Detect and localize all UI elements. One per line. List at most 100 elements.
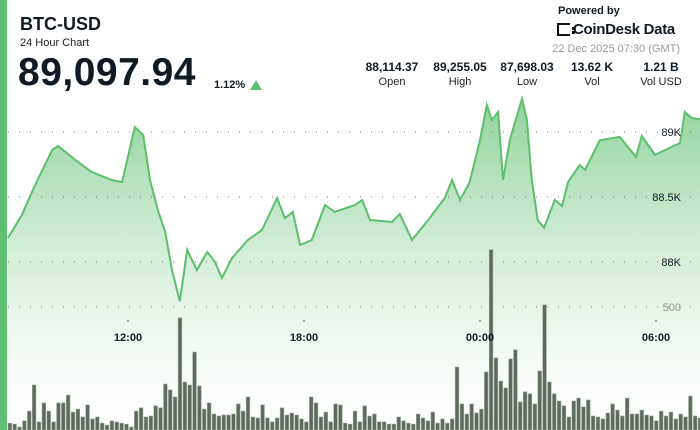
volume-bar	[221, 414, 226, 430]
volume-bar	[644, 414, 649, 430]
volume-bar	[503, 387, 508, 430]
volume-bar	[207, 402, 212, 430]
volume-bar	[226, 414, 231, 430]
volume-bar	[382, 421, 387, 430]
volume-bar	[119, 422, 124, 430]
volume-bar	[309, 396, 314, 430]
volume-bar	[484, 371, 489, 430]
volume-bar	[683, 416, 688, 430]
volume-bar	[158, 407, 163, 430]
volume-bar	[595, 416, 601, 430]
volume-bar	[347, 423, 353, 430]
volume-bar	[236, 403, 241, 430]
volume-bar	[95, 416, 100, 430]
volume-tick-label: 500	[663, 302, 681, 314]
stat-vol: 13.62 K Vol	[560, 60, 624, 88]
volume-bar	[187, 384, 192, 430]
volume-bar	[386, 423, 392, 430]
volume-bar	[129, 426, 134, 430]
x-tick-label: 18:00	[290, 332, 318, 344]
price-tick-label: 88K	[661, 257, 681, 269]
volume-bar	[498, 380, 503, 430]
volume-bar	[513, 349, 518, 430]
volume-bar	[557, 400, 562, 430]
volume-bar	[693, 415, 698, 430]
volume-bar	[197, 385, 202, 430]
stat-vol-usd: 1.21 B Vol USD	[629, 60, 693, 88]
volume-bar	[532, 403, 537, 430]
volume-bar	[265, 417, 270, 430]
price-change: 1.12%	[214, 79, 246, 91]
volume-bar	[333, 403, 338, 430]
volume-bar	[377, 421, 382, 430]
volume-bar	[620, 415, 625, 430]
coindesk-logo-icon	[557, 23, 575, 36]
volume-bar	[250, 416, 256, 430]
volume-bar	[634, 413, 640, 430]
volume-bar	[649, 415, 654, 430]
volume-bar	[41, 402, 46, 430]
volume-bar	[488, 249, 494, 430]
stat-label: Open	[378, 76, 406, 88]
volume-bar	[566, 416, 571, 430]
volume-bar	[639, 409, 644, 430]
volume-bar	[508, 358, 513, 430]
volume-bar	[36, 421, 42, 430]
stat-value: 88,114.37	[365, 60, 419, 74]
volume-bar	[372, 413, 377, 430]
volume-bar	[629, 413, 635, 430]
volume-bar	[17, 426, 22, 430]
volume-bar	[610, 403, 615, 430]
volume-bar	[396, 416, 401, 430]
volume-bar	[571, 400, 576, 430]
x-tick-label: 00:00	[466, 332, 494, 344]
volume-bar	[406, 422, 411, 430]
x-tick-label: 06:00	[642, 332, 670, 344]
volume-bar	[352, 410, 358, 430]
price-line	[7, 94, 700, 302]
volume-bar	[688, 395, 693, 430]
volume-bar	[474, 412, 479, 430]
volume-bar	[673, 418, 678, 430]
volume-bar	[527, 393, 533, 430]
volume-bar	[411, 423, 416, 430]
volume-bar	[192, 351, 197, 430]
volume-bar	[313, 402, 319, 430]
volume-bar	[56, 402, 61, 430]
volume-bar	[134, 410, 139, 430]
stat-value: 89,255.05	[433, 60, 487, 74]
volume-bar	[459, 403, 465, 430]
stat-value: 13.62 K	[570, 60, 614, 74]
volume-bar	[552, 393, 557, 430]
stat-label: Vol	[584, 76, 600, 88]
volume-bar	[425, 420, 431, 430]
volume-bar	[211, 413, 217, 430]
volume-bar	[51, 421, 56, 430]
volume-bar	[32, 384, 37, 430]
stat-value: 87,698.03	[500, 60, 554, 74]
volume-bar	[362, 405, 367, 430]
volume-bar	[542, 304, 547, 430]
volume-bar	[576, 397, 581, 430]
volume-bar	[518, 401, 523, 430]
stat-high: 89,255.05 High	[428, 60, 492, 88]
volume-bar	[241, 410, 246, 430]
volume-bar	[420, 417, 426, 430]
volume-bar	[450, 418, 455, 430]
volume-bar	[440, 418, 445, 430]
volume-bar	[323, 411, 328, 430]
price-tick-label: 88.5K	[652, 192, 681, 204]
volume-bar	[318, 416, 324, 430]
stat-label: High	[448, 76, 472, 88]
stat-low: 87,698.03 Low	[495, 60, 559, 88]
volume-bar	[148, 415, 153, 430]
volume-bar	[367, 415, 372, 430]
volume-bar	[430, 411, 435, 430]
volume-bar	[445, 422, 450, 430]
volume-bar	[100, 422, 105, 430]
coindesk-logo[interactable]: CoinDesk Data	[557, 21, 675, 38]
current-price: 89,097.94	[18, 51, 197, 94]
volume-bar	[66, 394, 71, 430]
volume-bar	[75, 408, 81, 430]
volume-bar	[464, 413, 469, 430]
